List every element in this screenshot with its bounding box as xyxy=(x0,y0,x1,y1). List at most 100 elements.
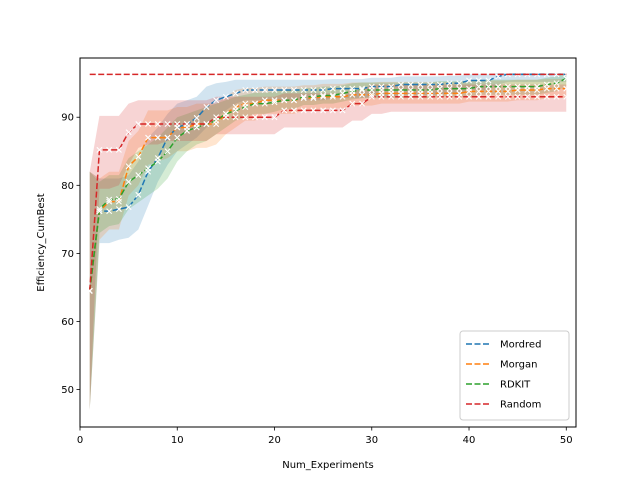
random-point xyxy=(145,121,152,128)
mordred-point xyxy=(300,87,307,93)
mordred-point xyxy=(417,81,424,88)
mordred-point xyxy=(397,81,404,88)
random-point xyxy=(436,93,443,100)
rdkit-point xyxy=(504,83,511,90)
mordred-point xyxy=(242,87,249,93)
morgan-point xyxy=(164,134,171,141)
random-point xyxy=(106,146,113,153)
random-point xyxy=(427,93,434,100)
rdkit-point xyxy=(514,83,521,90)
random-point xyxy=(261,114,268,121)
y-axis-label: Efficiency_CumBest xyxy=(36,193,47,291)
y-tick-label: 70 xyxy=(61,249,74,260)
mordred-point xyxy=(553,71,560,78)
random-point xyxy=(563,93,570,100)
legend-label-random: Random xyxy=(500,400,541,411)
rdkit-point xyxy=(349,88,356,95)
mordred-point xyxy=(232,90,239,97)
mordred-point xyxy=(485,77,492,84)
rdkit-point xyxy=(368,87,375,93)
rdkit-point xyxy=(232,107,239,114)
mordred-point xyxy=(125,204,132,211)
rdkit-point xyxy=(446,85,453,92)
random-point xyxy=(397,93,404,100)
x-axis-label: Num_Experiments xyxy=(282,460,374,471)
rdkit-point xyxy=(115,195,122,202)
random-point xyxy=(252,114,259,121)
random-point xyxy=(543,93,550,100)
random-point xyxy=(174,121,181,128)
random-series-line xyxy=(88,96,567,291)
rdkit-point xyxy=(359,87,366,93)
morgan-point xyxy=(495,88,502,95)
rdkit-point xyxy=(417,87,424,93)
rdkit-point xyxy=(310,93,317,100)
x-tick-label: 20 xyxy=(268,435,281,446)
mordred-point xyxy=(193,114,200,121)
legend: Mordred Morgan RDKIT Random xyxy=(459,330,570,421)
rdkit-point xyxy=(271,99,278,106)
x-tick-label: 0 xyxy=(77,435,83,446)
rdkit-point xyxy=(174,134,181,141)
rdkit-point xyxy=(563,75,570,82)
mordred-point xyxy=(466,77,473,84)
rdkit-point xyxy=(427,87,434,93)
random-point xyxy=(213,114,220,121)
random-point xyxy=(96,146,103,153)
mordred-point xyxy=(329,85,336,92)
rdkit-point xyxy=(320,92,327,99)
random-point xyxy=(329,107,336,114)
mordred-point xyxy=(271,87,278,93)
mordred-point xyxy=(475,77,482,84)
random-point xyxy=(193,121,200,128)
random-point xyxy=(290,107,297,114)
morgan-point xyxy=(135,153,142,160)
legend-label-morgan: Morgan xyxy=(500,360,538,371)
random-point xyxy=(183,121,190,128)
random-point xyxy=(115,146,122,153)
morgan-point xyxy=(563,85,570,92)
random-point xyxy=(125,129,132,136)
morgan-point xyxy=(106,198,113,205)
rdkit-point xyxy=(466,85,473,92)
rdkit-point xyxy=(154,158,161,165)
legend-box xyxy=(459,330,570,421)
rdkit-point xyxy=(397,87,404,93)
rdkit-point xyxy=(135,172,142,179)
rdkit-point xyxy=(300,93,307,100)
morgan-point xyxy=(368,91,375,98)
rdkit-point xyxy=(553,80,560,87)
rdkit-point xyxy=(388,87,395,93)
random-point xyxy=(154,121,161,128)
morgan-point xyxy=(125,163,132,170)
mordred-point xyxy=(543,71,550,78)
mordred-point xyxy=(359,85,366,92)
rdkit-point xyxy=(485,83,492,90)
rdkit-point xyxy=(407,87,414,93)
random-point xyxy=(222,114,229,121)
random-point xyxy=(524,93,531,100)
rdkit-point xyxy=(290,97,297,104)
legend-label-mordred: Mordred xyxy=(500,340,541,351)
legend-label-rdkit: RDKIT xyxy=(500,380,531,391)
random-point xyxy=(417,93,424,100)
y-tick-label: 90 xyxy=(61,113,74,124)
rdkit-point xyxy=(125,178,132,185)
rdkit-series-line xyxy=(88,77,567,291)
rdkit-point xyxy=(524,83,531,90)
morgan-point xyxy=(154,134,161,141)
mordred-point xyxy=(310,87,317,93)
random-point xyxy=(553,93,560,100)
random-point xyxy=(135,121,142,128)
x-tick-label: 40 xyxy=(463,435,476,446)
mordred-point xyxy=(135,191,142,198)
series-markers xyxy=(86,71,570,294)
random-point xyxy=(534,93,541,100)
random-point xyxy=(407,93,414,100)
rdkit-point xyxy=(96,206,103,213)
rdkit-point xyxy=(534,83,541,90)
random-point xyxy=(164,121,171,128)
random-point xyxy=(310,107,317,114)
mordred-point xyxy=(427,81,434,88)
